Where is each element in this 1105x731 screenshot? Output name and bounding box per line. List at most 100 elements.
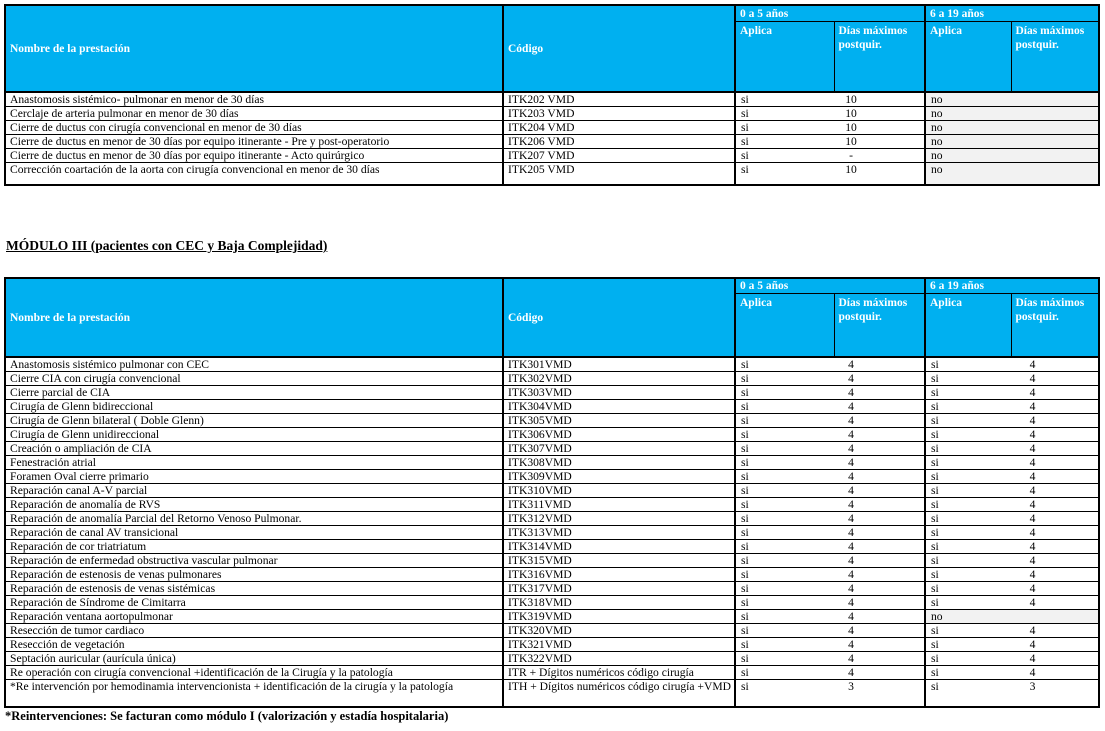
table-row: Cierre parcial de CIA ITK303VMD si 4 si … [4, 385, 1100, 400]
prestaciones-table-modulo-3: Nombre de la prestación Código 0 a 5 año… [4, 277, 1100, 708]
header-sub-row: Aplica Días máximos postquir. Aplica Día… [5, 21, 1100, 93]
aplica-0-5-cell: si [734, 539, 834, 554]
prestacion-name-cell: *Re intervención por hemodinamia interve… [4, 679, 504, 708]
dias-0-5-cell: 4 [834, 539, 926, 554]
dias-6-19-cell: 4 [1011, 539, 1100, 554]
dias-6-19-cell: 4 [1011, 427, 1100, 442]
column-header-dias-6-19: Días máximos postquir. [1010, 21, 1100, 93]
aplica-0-5-cell: si [734, 497, 834, 512]
dias-6-19-cell: 4 [1011, 567, 1100, 582]
dias-6-19-cell: 4 [1011, 637, 1100, 652]
column-header-codigo: Código [502, 277, 736, 358]
prestacion-name-cell: Cirugía de Glenn bilateral ( Doble Glenn… [4, 413, 504, 428]
prestacion-name-cell: Fenestración atrial [4, 455, 504, 470]
aplica-6-19-cell: si [924, 469, 1011, 484]
aplica-0-5-cell: si [734, 455, 834, 470]
prestacion-name-cell: Cierre de ductus en menor de 30 días por… [4, 134, 504, 149]
prestacion-name-cell: Reparación de anomalía de RVS [4, 497, 504, 512]
dias-0-5-cell: 4 [834, 623, 926, 638]
aplica-6-19-cell: no [924, 609, 1011, 624]
dias-6-19-cell: 4 [1011, 595, 1100, 610]
column-header-aplica-0-5: Aplica [734, 21, 835, 93]
codigo-cell: ITK316VMD [502, 567, 736, 582]
table-row: Reparación de estenosis de venas pulmona… [4, 567, 1100, 582]
aplica-6-19-cell: si [924, 623, 1011, 638]
module-title: MÓDULO III (pacientes con CEC y Baja Com… [6, 238, 328, 253]
codigo-cell: ITK322VMD [502, 651, 736, 666]
dias-0-5-cell: 4 [834, 455, 926, 470]
codigo-cell: ITK205 VMD [502, 162, 736, 186]
dias-0-5-cell: 3 [834, 679, 926, 708]
codigo-cell: ITK313VMD [502, 525, 736, 540]
aplica-0-5-cell: si [734, 651, 834, 666]
aplica-6-19-cell: no [924, 148, 1011, 163]
prestacion-name-cell: Resección de tumor cardiaco [4, 623, 504, 638]
prestacion-name-cell: Cierre de ductus en menor de 30 días por… [4, 148, 504, 163]
codigo-cell: ITK311VMD [502, 497, 736, 512]
prestacion-name-cell: Reparación de estenosis de venas sistémi… [4, 581, 504, 596]
prestacion-name-cell: Creación o ampliación de CIA [4, 441, 504, 456]
table-header: Nombre de la prestación Código 0 a 5 año… [4, 4, 1100, 93]
table-row: Reparación de anomalía Parcial del Retor… [4, 511, 1100, 526]
column-header-nombre: Nombre de la prestación [4, 277, 504, 358]
table-row: Resección de tumor cardiaco ITK320VMD si… [4, 623, 1100, 638]
table-row: Corrección coartación de la aorta con ci… [4, 162, 1100, 186]
table-body: Anastomosis sistémico- pulmonar en menor… [4, 91, 1100, 186]
dias-0-5-cell: 10 [834, 162, 926, 186]
aplica-0-5-cell: si [734, 665, 834, 680]
aplica-6-19-cell: no [924, 91, 1011, 107]
aplica-6-19-cell: no [924, 120, 1011, 135]
prestacion-name-cell: Cierre CIA con cirugía convencional [4, 371, 504, 386]
codigo-cell: ITK321VMD [502, 637, 736, 652]
prestacion-name-cell: Cierre de ductus con cirugía convenciona… [4, 120, 504, 135]
aplica-6-19-cell: si [924, 413, 1011, 428]
table-row: Reparación de estenosis de venas sistémi… [4, 581, 1100, 596]
prestacion-name-cell: Septación auricular (aurícula única) [4, 651, 504, 666]
codigo-cell: ITK320VMD [502, 623, 736, 638]
dias-0-5-cell: 4 [834, 483, 926, 498]
codigo-cell: ITK307VMD [502, 441, 736, 456]
header-band-row: Nombre de la prestación Código 0 a 5 año… [4, 277, 1100, 358]
dias-0-5-cell: - [834, 148, 926, 163]
codigo-cell: ITR + Dígitos numéricos código cirugía [502, 665, 736, 680]
dias-6-19-cell: 4 [1011, 413, 1100, 428]
dias-6-19-cell [1011, 91, 1100, 107]
table-row: Reparación de canal AV transicional ITK3… [4, 525, 1100, 540]
table-row: Reparación de cor triatriatum ITK314VMD … [4, 539, 1100, 554]
dias-0-5-cell: 4 [834, 567, 926, 582]
prestacion-name-cell: Re operación con cirugía convencional +i… [4, 665, 504, 680]
aplica-6-19-cell: si [924, 651, 1011, 666]
dias-0-5-cell: 4 [834, 497, 926, 512]
dias-6-19-cell [1011, 106, 1100, 121]
prestacion-name-cell: Reparación de Síndrome de Cimitarra [4, 595, 504, 610]
column-header-dias-0-5: Días máximos postquir. [833, 21, 926, 93]
dias-0-5-cell: 4 [834, 581, 926, 596]
prestacion-name-cell: Reparación de cor triatriatum [4, 539, 504, 554]
codigo-cell: ITK319VMD [502, 609, 736, 624]
prestacion-name-cell: Anastomosis sistémico- pulmonar en menor… [4, 91, 504, 107]
codigo-cell: ITK203 VMD [502, 106, 736, 121]
table-row: Cirugía de Glenn bidireccional ITK304VMD… [4, 399, 1100, 414]
table-row: Fenestración atrial ITK308VMD si 4 si 4 [4, 455, 1100, 470]
aplica-0-5-cell: si [734, 525, 834, 540]
codigo-cell: ITK302VMD [502, 371, 736, 386]
age-band-6-19: 6 a 19 años [924, 4, 1100, 22]
aplica-0-5-cell: si [734, 399, 834, 414]
prestacion-name-cell: Anastomosis sistémico pulmonar con CEC [4, 356, 504, 372]
column-header-nombre: Nombre de la prestación [4, 4, 504, 93]
aplica-0-5-cell: si [734, 134, 834, 149]
column-header-dias-6-19: Días máximos postquir. [1010, 293, 1100, 358]
aplica-6-19-cell: si [924, 371, 1011, 386]
aplica-0-5-cell: si [734, 371, 834, 386]
aplica-0-5-cell: si [734, 623, 834, 638]
codigo-cell: ITK317VMD [502, 581, 736, 596]
dias-0-5-cell: 4 [834, 385, 926, 400]
aplica-0-5-cell: si [734, 91, 834, 107]
table-row: Foramen Oval cierre primario ITK309VMD s… [4, 469, 1100, 484]
codigo-cell: ITK309VMD [502, 469, 736, 484]
codigo-cell: ITK310VMD [502, 483, 736, 498]
aplica-0-5-cell: si [734, 106, 834, 121]
dias-0-5-cell: 4 [834, 356, 926, 372]
aplica-0-5-cell: si [734, 609, 834, 624]
codigo-cell: ITK303VMD [502, 385, 736, 400]
